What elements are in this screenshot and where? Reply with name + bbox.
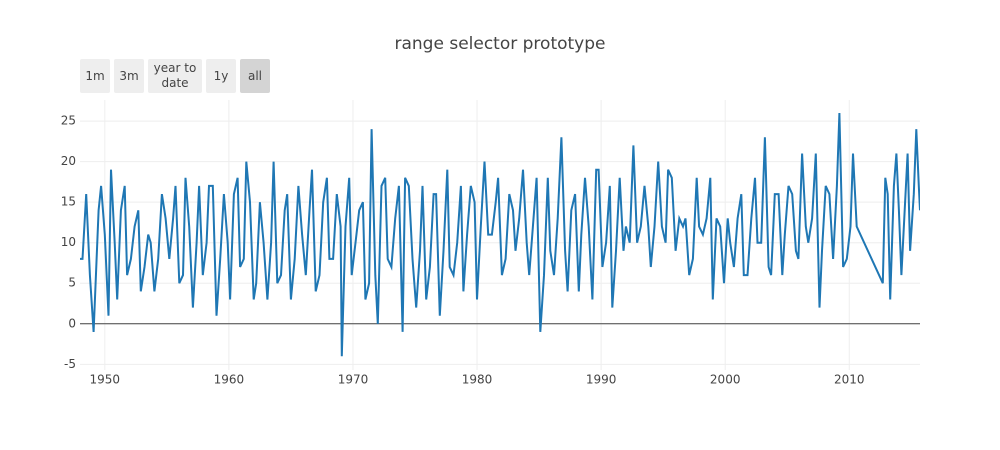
x-tick-label: 1990	[586, 373, 617, 387]
x-tick-label: 2000	[710, 373, 741, 387]
chart-title: range selector prototype	[395, 34, 606, 54]
y-tick-label: -5	[64, 357, 76, 371]
range-button[interactable]: all	[240, 59, 270, 93]
y-tick-label: 15	[61, 195, 76, 209]
range-selector: 1m 3m year to date 1y all	[80, 59, 270, 93]
x-tick-label: 1960	[214, 373, 245, 387]
line-series	[80, 112, 920, 357]
y-tick-label: 10	[61, 235, 76, 249]
y-tick-label: 20	[61, 154, 76, 168]
y-tick-label: 25	[61, 114, 76, 128]
range-button[interactable]: 1m	[80, 59, 110, 93]
range-button[interactable]: 1y	[206, 59, 236, 93]
x-tick-label: 1950	[90, 373, 121, 387]
x-tick-label: 1980	[462, 373, 493, 387]
x-tick-label: 1970	[338, 373, 369, 387]
range-button[interactable]: 3m	[114, 59, 144, 93]
x-tick-label: 2010	[834, 373, 865, 387]
range-button[interactable]: year to date	[148, 59, 202, 93]
y-tick-label: 0	[68, 316, 76, 330]
y-tick-label: 5	[68, 276, 76, 290]
